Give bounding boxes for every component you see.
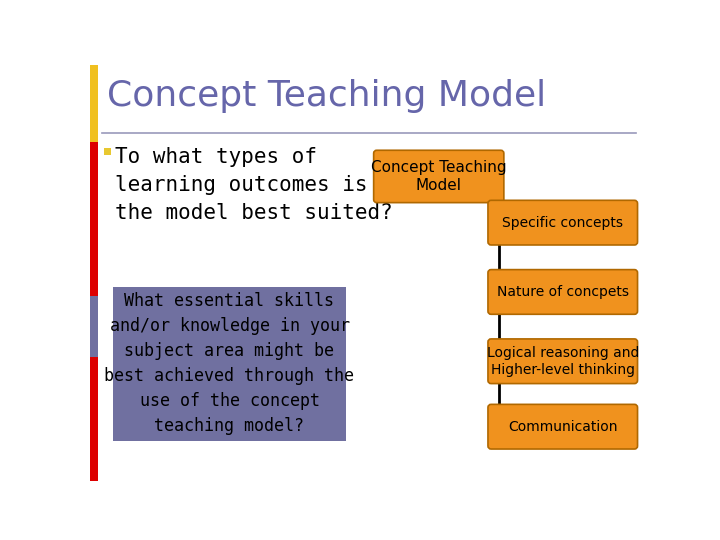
FancyBboxPatch shape <box>488 200 637 245</box>
Text: Nature of concpets: Nature of concpets <box>497 285 629 299</box>
Bar <box>90 65 98 142</box>
Bar <box>90 296 98 357</box>
FancyBboxPatch shape <box>374 150 504 202</box>
Text: What essential skills
and/or knowledge in your
subject area might be
best achiev: What essential skills and/or knowledge i… <box>104 292 354 435</box>
FancyBboxPatch shape <box>488 269 637 314</box>
Bar <box>104 148 111 155</box>
Bar <box>113 287 346 441</box>
Text: Communication: Communication <box>508 420 618 434</box>
Text: To what types of
learning outcomes is
the model best suited?: To what types of learning outcomes is th… <box>114 147 392 223</box>
Text: Concept Teaching Model: Concept Teaching Model <box>107 79 546 113</box>
FancyBboxPatch shape <box>488 404 637 449</box>
Bar <box>90 65 98 481</box>
Text: Specific concepts: Specific concepts <box>503 215 624 230</box>
Bar <box>90 357 98 481</box>
Text: Logical reasoning and
Higher-level thinking: Logical reasoning and Higher-level think… <box>487 346 639 377</box>
Text: Concept Teaching
Model: Concept Teaching Model <box>371 160 507 193</box>
FancyBboxPatch shape <box>488 339 637 383</box>
Bar <box>90 142 98 296</box>
